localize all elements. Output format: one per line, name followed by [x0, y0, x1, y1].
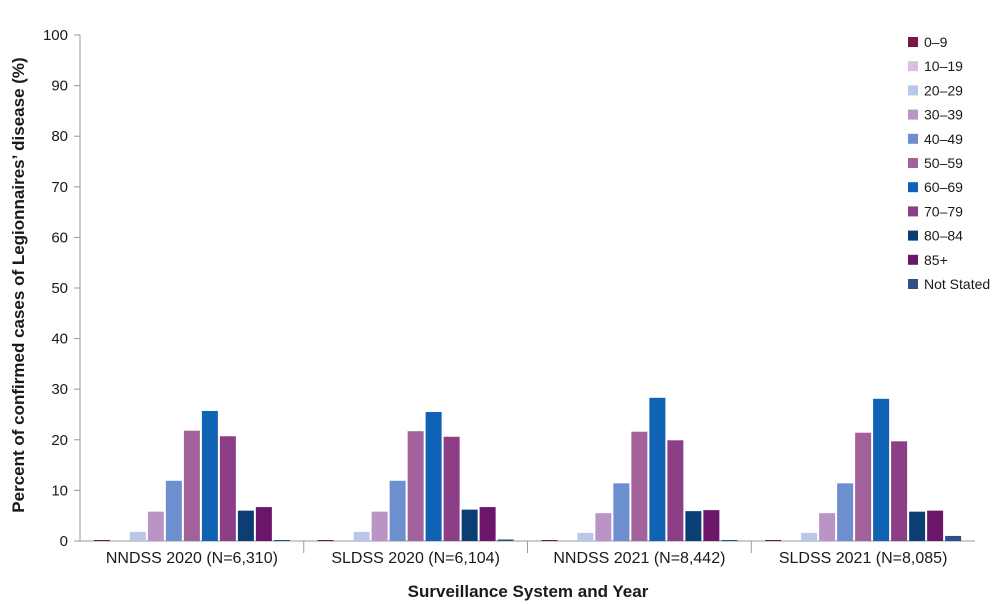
bar — [765, 539, 782, 541]
bar — [783, 540, 800, 541]
legend-label: 0–9 — [924, 34, 948, 50]
legend-swatch — [908, 206, 918, 217]
legend-label: 20–29 — [924, 82, 963, 98]
y-tick-label: 60 — [51, 229, 68, 246]
legend-label: Not Stated — [924, 276, 990, 292]
x-category-label: SLDSS 2020 (N=6,104) — [331, 550, 500, 567]
bar — [801, 532, 818, 541]
y-tick-label: 20 — [51, 432, 68, 449]
legend-swatch — [908, 37, 918, 47]
bar — [667, 440, 684, 541]
y-tick-label: 100 — [43, 27, 68, 44]
x-category-label: SLDSS 2021 (N=8,085) — [779, 550, 948, 567]
legend-swatch — [908, 61, 918, 72]
bar — [111, 540, 128, 541]
bar — [577, 532, 594, 541]
bar — [353, 531, 370, 541]
y-tick-label: 0 — [60, 533, 68, 550]
y-axis-title: Percent of confirmed cases of Legionnair… — [9, 57, 28, 512]
bar — [479, 507, 496, 541]
legend-swatch — [908, 133, 918, 144]
bar — [909, 511, 926, 541]
legend-label: 60–69 — [924, 179, 963, 195]
legend-label: 85+ — [924, 252, 948, 268]
legend-label: 70–79 — [924, 203, 963, 219]
legend: 0–9 10–19 20–29 30–39 40–49 50–59 60–69 70–79 80… — [908, 34, 990, 292]
legend-label: 40–49 — [924, 131, 963, 147]
legend-swatch — [908, 230, 918, 241]
bar — [407, 431, 424, 541]
legend-swatch — [908, 109, 918, 120]
bar — [631, 431, 648, 541]
bar — [927, 510, 944, 541]
bar — [237, 510, 254, 541]
bar — [255, 507, 272, 541]
bar — [837, 483, 854, 541]
y-tick-label: 40 — [51, 331, 68, 348]
bar — [165, 480, 182, 541]
category-labels: NNDSS 2020 (N=6,310) SLDSS 2020 (N=6,104)… — [106, 541, 948, 567]
bar — [201, 410, 218, 541]
legend-label: 50–59 — [924, 155, 963, 171]
legend-label: 30–39 — [924, 107, 963, 123]
bar — [273, 540, 290, 541]
y-tick-label: 70 — [51, 179, 68, 196]
bar — [461, 509, 478, 541]
y-tick-label: 10 — [51, 482, 68, 499]
bar — [371, 511, 388, 541]
x-category-label: NNDSS 2020 (N=6,310) — [106, 550, 278, 567]
bars-group — [93, 397, 962, 541]
bar — [425, 411, 442, 541]
legend-label: 80–84 — [924, 228, 963, 244]
bar — [685, 511, 702, 541]
bar — [219, 436, 236, 541]
legend-swatch — [908, 254, 918, 265]
bar — [891, 441, 908, 541]
bar — [721, 540, 738, 541]
bar — [559, 540, 576, 541]
bar — [389, 480, 406, 541]
legend-label: 10–19 — [924, 58, 963, 74]
bar — [613, 483, 630, 541]
y-tick-label: 50 — [51, 280, 68, 297]
y-axis-ticks: 0 10 20 30 40 50 60 70 80 90 100 — [43, 27, 80, 550]
legend-swatch — [908, 279, 918, 289]
bar — [541, 539, 558, 541]
bar — [129, 531, 146, 541]
bar — [819, 513, 836, 541]
y-tick-label: 80 — [51, 128, 68, 145]
bar — [317, 539, 334, 541]
bar — [497, 539, 514, 541]
bar — [147, 511, 164, 541]
legend-swatch — [908, 158, 918, 168]
bar — [183, 430, 200, 541]
x-category-label: NNDSS 2021 (N=8,442) — [553, 550, 725, 567]
y-tick-label: 90 — [51, 78, 68, 95]
bar — [595, 513, 612, 541]
bar — [703, 510, 720, 541]
bar — [649, 397, 666, 541]
bar — [873, 398, 890, 541]
bar — [443, 436, 460, 541]
bar — [335, 540, 352, 541]
legend-swatch — [908, 85, 918, 96]
bar — [855, 432, 872, 541]
x-axis-title: Surveillance System and Year — [408, 582, 649, 601]
y-tick-label: 30 — [51, 381, 68, 398]
legend-swatch — [908, 182, 918, 193]
bar — [945, 535, 962, 541]
bar — [93, 539, 110, 541]
